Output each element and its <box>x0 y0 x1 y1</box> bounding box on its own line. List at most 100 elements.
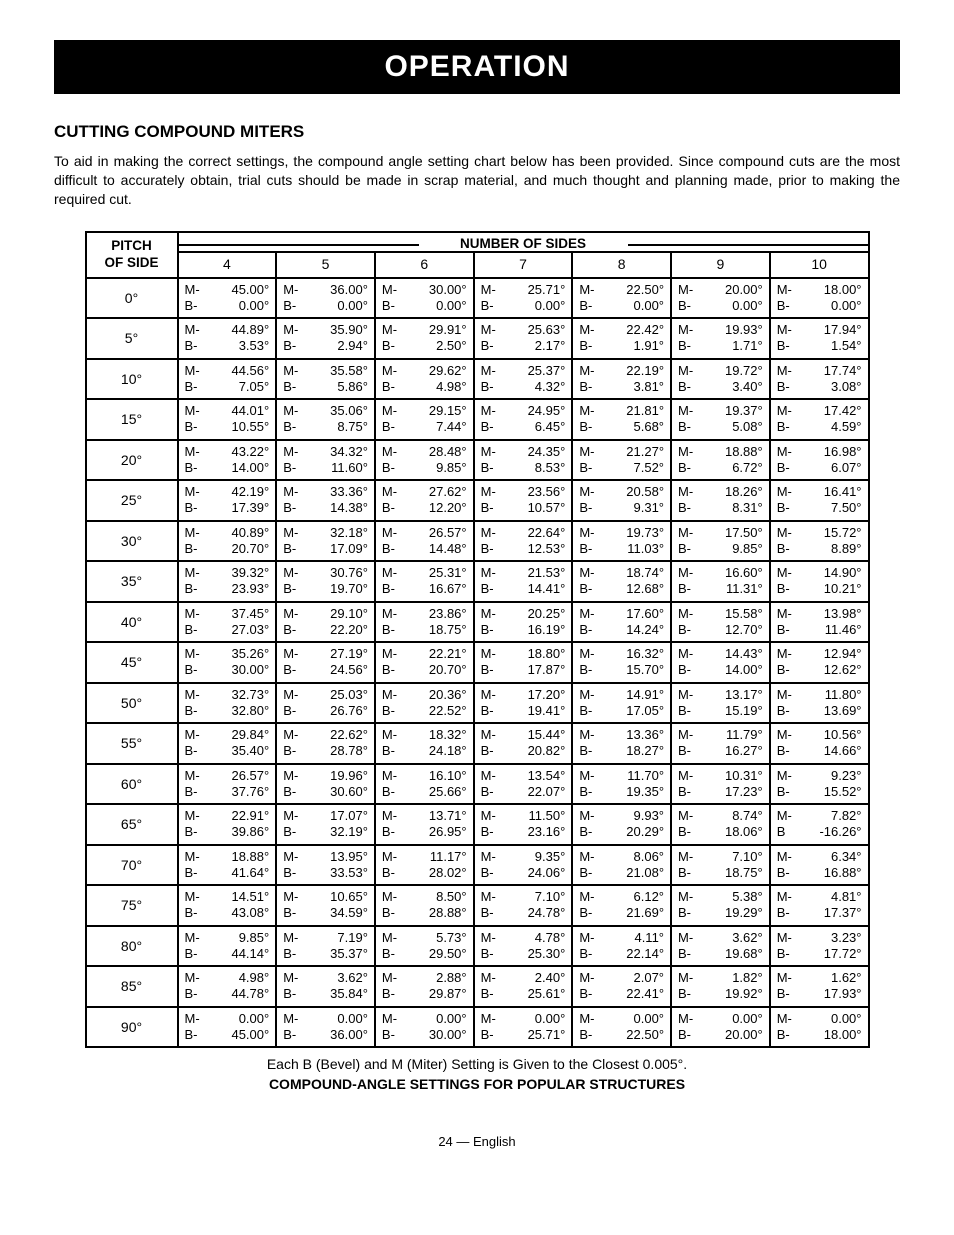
sides-header: NUMBER OF SIDES <box>178 232 869 252</box>
data-cell: M-20.00°B-0.00° <box>671 278 770 319</box>
data-cell: M-29.15°B-7.44° <box>375 399 474 440</box>
data-cell: M-30.76°B-19.70° <box>276 561 375 602</box>
bevel-value: B-24.78° <box>481 905 566 921</box>
bevel-value: B-36.00° <box>283 1027 368 1043</box>
pitch-cell: 45° <box>86 642 178 683</box>
data-cell: M-16.98°B-6.07° <box>770 440 869 481</box>
data-cell: M-1.62°B-17.93° <box>770 966 869 1007</box>
table-row: 65°M-22.91°B-39.86°M-17.07°B-32.19°M-13.… <box>86 804 869 845</box>
data-cell: M-15.44°B-20.82° <box>474 723 573 764</box>
miter-value: M-22.42° <box>579 322 664 338</box>
bevel-value: B-45.00° <box>185 1027 270 1043</box>
data-cell: M-25.37°B-4.32° <box>474 359 573 400</box>
miter-value: M-9.35° <box>481 849 566 865</box>
data-cell: M-8.06°B-21.08° <box>572 845 671 886</box>
bevel-value: B-44.14° <box>185 946 270 962</box>
miter-value: M-27.62° <box>382 484 467 500</box>
bevel-value: B-11.03° <box>579 541 664 557</box>
table-row: 70°M-18.88°B-41.64°M-13.95°B-33.53°M-11.… <box>86 845 869 886</box>
bevel-value: B-3.53° <box>185 338 270 354</box>
bevel-value: B-29.50° <box>382 946 467 962</box>
miter-value: M-16.60° <box>678 565 763 581</box>
data-cell: M-0.00°B-36.00° <box>276 1007 375 1048</box>
miter-value: M-11.17° <box>382 849 467 865</box>
data-cell: M-6.12°B-21.69° <box>572 885 671 926</box>
bevel-value: B-14.48° <box>382 541 467 557</box>
bevel-value: B-14.66° <box>777 743 862 759</box>
miter-value: M-23.86° <box>382 606 467 622</box>
bevel-value: B-22.20° <box>283 622 368 638</box>
miter-value: M-27.19° <box>283 646 368 662</box>
column-header: 6 <box>375 252 474 278</box>
bevel-value: B-23.93° <box>185 581 270 597</box>
miter-value: M-4.78° <box>481 930 566 946</box>
miter-value: M-3.62° <box>283 970 368 986</box>
miter-value: M-13.95° <box>283 849 368 865</box>
data-cell: M-29.62°B-4.98° <box>375 359 474 400</box>
bevel-value: B-20.00° <box>678 1027 763 1043</box>
bevel-value: B-9.31° <box>579 500 664 516</box>
bevel-value: B-4.32° <box>481 379 566 395</box>
bevel-value: B-43.08° <box>185 905 270 921</box>
pitch-cell: 75° <box>86 885 178 926</box>
table-row: 85°M-4.98°B-44.78°M-3.62°B-35.84°M-2.88°… <box>86 966 869 1007</box>
table-row: 40°M-37.45°B-27.03°M-29.10°B-22.20°M-23.… <box>86 602 869 643</box>
table-wrap: PITCH OF SIDE NUMBER OF SIDES 45678910 0… <box>85 231 870 1049</box>
bevel-value: B-1.71° <box>678 338 763 354</box>
data-cell: M-44.89°B-3.53° <box>178 318 277 359</box>
bevel-value: B-10.55° <box>185 419 270 435</box>
data-cell: M-26.57°B-14.48° <box>375 521 474 562</box>
pitch-cell: 20° <box>86 440 178 481</box>
data-cell: M-6.34°B-16.88° <box>770 845 869 886</box>
rule-right <box>628 244 868 246</box>
miter-value: M-22.64° <box>481 525 566 541</box>
pitch-cell: 0° <box>86 278 178 319</box>
miter-value: M-23.56° <box>481 484 566 500</box>
pitch-cell: 25° <box>86 480 178 521</box>
data-cell: M-7.10°B-24.78° <box>474 885 573 926</box>
miter-value: M-18.32° <box>382 727 467 743</box>
table-row: 20°M-43.22°B-14.00°M-34.32°B-11.60°M-28.… <box>86 440 869 481</box>
miter-value: M-2.88° <box>382 970 467 986</box>
data-cell: M-15.72°B-8.89° <box>770 521 869 562</box>
data-cell: M-29.91°B-2.50° <box>375 318 474 359</box>
miter-value: M-5.38° <box>678 889 763 905</box>
data-cell: M-24.35°B-8.53° <box>474 440 573 481</box>
bevel-value: B-14.41° <box>481 581 566 597</box>
data-cell: M-14.91°B-17.05° <box>572 683 671 724</box>
data-cell: M-26.57°B-37.76° <box>178 764 277 805</box>
miter-value: M-2.07° <box>579 970 664 986</box>
data-cell: M-3.62°B-19.68° <box>671 926 770 967</box>
data-cell: M-28.48°B-9.85° <box>375 440 474 481</box>
miter-value: M-25.03° <box>283 687 368 703</box>
data-cell: M-3.62°B-35.84° <box>276 966 375 1007</box>
table-row: 90°M-0.00°B-45.00°M-0.00°B-36.00°M-0.00°… <box>86 1007 869 1048</box>
data-cell: M-33.36°B-14.38° <box>276 480 375 521</box>
bevel-value: B-0.00° <box>481 298 566 314</box>
data-cell: M-14.51°B-43.08° <box>178 885 277 926</box>
data-cell: M-13.54°B-22.07° <box>474 764 573 805</box>
data-cell: M-0.00°B-18.00° <box>770 1007 869 1048</box>
data-cell: M-32.18°B-17.09° <box>276 521 375 562</box>
data-cell: M-11.80°B-13.69° <box>770 683 869 724</box>
data-cell: M-9.35°B-24.06° <box>474 845 573 886</box>
data-cell: M-42.19°B-17.39° <box>178 480 277 521</box>
bevel-value: B-22.41° <box>579 986 664 1002</box>
pitch-cell: 80° <box>86 926 178 967</box>
bevel-value: B-30.00° <box>382 1027 467 1043</box>
data-cell: M-23.56°B-10.57° <box>474 480 573 521</box>
miter-value: M-3.62° <box>678 930 763 946</box>
miter-value: M-26.57° <box>382 525 467 541</box>
miter-value: M-22.19° <box>579 363 664 379</box>
miter-value: M-20.25° <box>481 606 566 622</box>
miter-value: M-1.82° <box>678 970 763 986</box>
bevel-value: B-18.27° <box>579 743 664 759</box>
bevel-value: B-4.59° <box>777 419 862 435</box>
bevel-value: B-17.09° <box>283 541 368 557</box>
miter-value: M-7.82° <box>777 808 862 824</box>
data-cell: M-19.73°B-11.03° <box>572 521 671 562</box>
data-cell: M-9.93°B-20.29° <box>572 804 671 845</box>
miter-value: M-29.15° <box>382 403 467 419</box>
page-number: 24 — English <box>54 1134 900 1149</box>
bevel-value: B-6.07° <box>777 460 862 476</box>
